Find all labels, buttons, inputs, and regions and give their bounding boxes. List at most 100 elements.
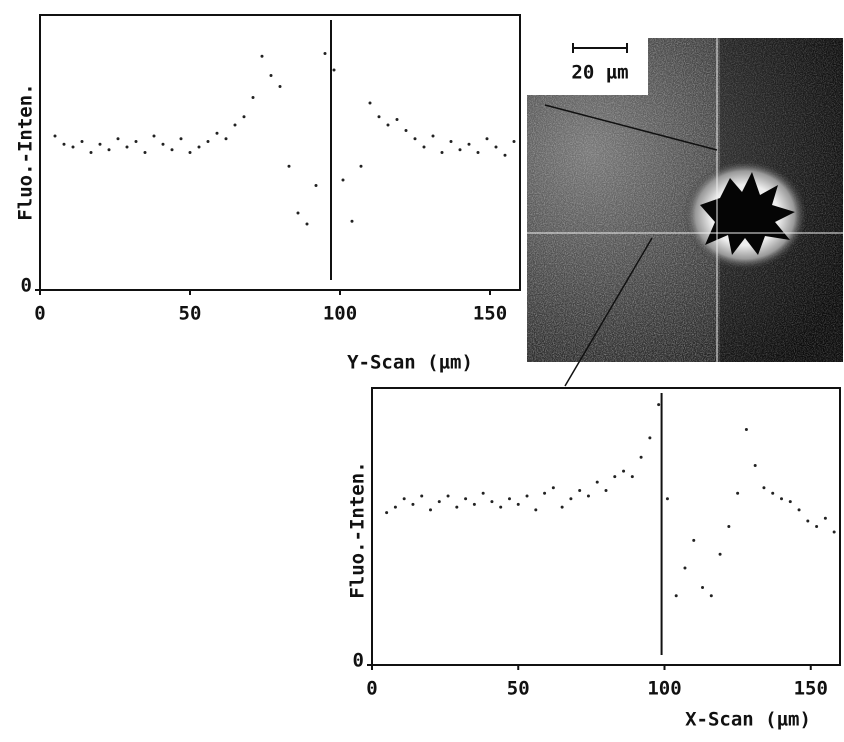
- x-axis-label: X-Scan (µm): [685, 709, 811, 731]
- data-point: [806, 519, 810, 523]
- data-point: [393, 505, 397, 509]
- data-point: [242, 115, 246, 119]
- data-point: [206, 140, 210, 143]
- data-point: [170, 148, 174, 152]
- data-point: [516, 502, 520, 506]
- data-point: [404, 129, 408, 132]
- data-point: [458, 148, 462, 152]
- data-point: [71, 145, 75, 149]
- data-point: [233, 123, 237, 127]
- data-point: [727, 525, 731, 528]
- x-tick-label: 0: [34, 303, 45, 325]
- data-point: [161, 142, 165, 146]
- data-point: [797, 508, 801, 512]
- data-point: [569, 497, 573, 501]
- data-point: [422, 145, 426, 149]
- data-point: [709, 594, 713, 598]
- data-point: [674, 594, 678, 598]
- data-point: [622, 469, 626, 473]
- data-point: [613, 475, 617, 479]
- data-point: [89, 151, 93, 154]
- data-point: [224, 137, 228, 141]
- data-point: [507, 497, 511, 501]
- data-point: [832, 530, 836, 534]
- x-tick-label: 0: [366, 678, 377, 700]
- data-point: [578, 488, 582, 492]
- data-point: [437, 500, 441, 504]
- data-point: [639, 455, 643, 459]
- data-point: [53, 134, 57, 138]
- data-point: [350, 219, 354, 223]
- data-point: [197, 145, 201, 149]
- data-point: [771, 491, 775, 495]
- data-point: [490, 500, 494, 504]
- data-point: [446, 494, 450, 498]
- data-point: [377, 115, 381, 119]
- data-point: [657, 403, 661, 407]
- y-tick-label: 0: [21, 275, 32, 297]
- data-point: [188, 151, 192, 154]
- plot-frame: [39, 14, 521, 291]
- data-point: [143, 151, 147, 154]
- scale-label: 20 µm: [571, 62, 628, 84]
- data-point: [595, 480, 599, 484]
- data-point: [80, 140, 84, 143]
- micrograph: [527, 38, 843, 362]
- x-tick-label: 100: [647, 678, 681, 700]
- data-point: [683, 566, 687, 570]
- data-point: [467, 142, 471, 146]
- data-point: [125, 145, 129, 149]
- data-point: [788, 500, 792, 504]
- data-point: [692, 538, 696, 542]
- data-point: [323, 52, 327, 55]
- data-point: [431, 134, 435, 138]
- data-point: [385, 511, 389, 515]
- data-point: [648, 436, 652, 440]
- data-point: [665, 497, 669, 501]
- data-point: [314, 184, 318, 187]
- plot-frame: [371, 387, 841, 666]
- data-point: [116, 137, 120, 141]
- data-point: [604, 488, 608, 492]
- data-point: [499, 505, 503, 509]
- data-point: [503, 153, 507, 157]
- data-point: [152, 134, 156, 138]
- data-point: [107, 148, 111, 152]
- data-point: [440, 151, 444, 154]
- x-tick-label: 50: [507, 678, 530, 700]
- data-point: [332, 68, 336, 72]
- data-point: [744, 428, 748, 432]
- data-point: [260, 54, 264, 58]
- x-tick-label: 150: [473, 303, 507, 325]
- data-point: [395, 118, 399, 121]
- data-point: [278, 85, 282, 88]
- data-point: [402, 497, 406, 501]
- data-point: [464, 497, 468, 501]
- x-tick-label: 50: [179, 303, 202, 325]
- data-point: [429, 508, 432, 512]
- data-point: [296, 211, 300, 215]
- data-point: [179, 137, 183, 141]
- data-point: [718, 552, 722, 556]
- data-point: [134, 140, 138, 143]
- data-point: [823, 516, 827, 520]
- y-axis-label: Fluo.-Inten.: [347, 461, 369, 598]
- data-point: [420, 494, 424, 498]
- y-axis-label: Fluo.-Inten.: [15, 83, 37, 220]
- data-point: [269, 74, 273, 77]
- data-point: [815, 525, 819, 528]
- data-point: [215, 131, 219, 135]
- data-point: [780, 497, 783, 501]
- connector: [544, 104, 718, 151]
- data-point: [512, 140, 516, 143]
- data-point: [62, 142, 66, 146]
- y-tick-label: 0: [353, 650, 364, 672]
- data-point: [305, 222, 309, 226]
- x-tick-label: 100: [323, 303, 357, 325]
- data-point: [586, 494, 590, 498]
- data-point: [98, 142, 102, 146]
- data-point: [472, 502, 476, 506]
- data-point: [368, 101, 372, 105]
- data-point: [560, 505, 564, 509]
